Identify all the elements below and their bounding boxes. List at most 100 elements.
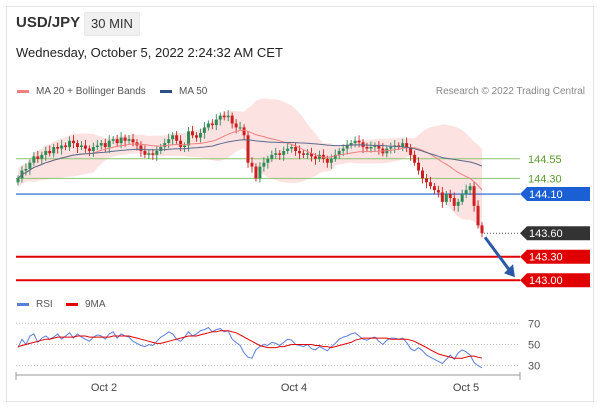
candle-body [190,131,194,136]
pivot-label-box-2 [520,187,590,202]
candle-body [424,178,428,183]
candle-body [250,162,254,167]
candle-body [72,140,76,144]
candle-body [103,143,107,148]
candle-body [309,153,313,157]
x-tick-label-0: Oct 2 [91,382,117,394]
candle-body [294,147,298,151]
rsi-tick-label-1: 50 [528,339,540,351]
candle-body [167,139,171,144]
candle-body [60,145,64,149]
candle-body [282,150,286,155]
support-label-4: 143.30 [529,252,563,264]
candle-body [298,150,302,154]
timeframe-badge[interactable]: 30 MIN [84,12,140,36]
candle-body [349,143,353,146]
candle-body [325,158,329,163]
candle-body [317,154,321,159]
last-label-box-3 [520,226,590,241]
candle-body [48,150,52,154]
candle-body [64,145,68,148]
candle-body [472,186,476,206]
legend-ma20-bollinger: MA 20 + Bollinger Bands [17,86,146,97]
legend-9ma-label: 9MA [85,299,106,310]
candle-body [123,137,127,141]
legend-rsi: RSI [17,299,53,310]
support-label-5: 143.00 [529,275,563,287]
candle-body [369,147,373,149]
candle-body [127,139,131,141]
candle-body [238,127,242,129]
candle-body [302,153,306,155]
candle-body [313,156,317,159]
candle-body [417,162,421,171]
candle-body [341,148,345,151]
candle-body [234,123,238,128]
candle-body [107,140,111,148]
candle-body [401,143,405,148]
candle-body [68,140,72,148]
candle-body [183,145,187,148]
candle-body [329,158,333,163]
candle-body [476,205,480,226]
candle-body [448,194,452,198]
research-credit: Research © 2022 Trading Central [435,86,585,97]
candle-body [179,140,183,148]
candle-body [163,143,167,148]
candle-body [24,168,28,171]
candle-body [337,150,341,155]
candle-body [202,127,206,133]
candle-body [373,145,377,148]
candle-body [155,150,159,155]
candle-body [56,147,60,149]
rsi-swatch [17,303,29,306]
candle-body [111,139,115,141]
candle-body [278,153,282,155]
candle-body [432,186,436,191]
candle-body [286,148,290,151]
candle-body [187,131,191,146]
resistance-label-1: 144.30 [528,173,562,185]
candle-body [171,135,175,140]
legend-ma50-label: MA 50 [179,86,208,97]
candle-body [377,145,381,149]
candle-body [258,166,262,179]
candle-body [206,123,210,128]
ma50-line [17,139,483,179]
candle-body [460,194,464,202]
candle-body [409,147,413,155]
candle-body [28,162,32,169]
ma20-swatch [17,90,29,93]
support-label-box-4 [520,249,590,264]
support-label-box-5 [520,273,590,288]
candle-body [159,147,163,151]
candle-body [262,162,266,167]
symbol-title: USD/JPY [16,14,81,31]
timestamp: Wednesday, October 5, 2022 2:24:32 AM CE… [16,45,283,60]
candle-body [266,158,270,163]
candle-body [365,147,369,149]
candle-body [270,154,274,159]
legend-9ma: 9MA [66,299,106,310]
candle-body [147,153,151,155]
rsi-line [17,326,483,369]
candle-body [83,145,87,149]
candle-body [210,123,214,126]
candle-body [143,150,147,155]
candle-body [254,166,258,179]
forecast-arrow-head [504,264,515,278]
candle-body [290,147,294,149]
rsi-tick-label-0: 70 [528,318,540,330]
candle-body [44,150,48,155]
candle-body [87,148,91,151]
candle-body [468,186,472,191]
candle-body [91,147,95,151]
candle-body [40,154,44,159]
candle-body [306,153,310,155]
candle-body [198,132,202,138]
candle-body [115,139,119,144]
candle-body [214,119,218,126]
candle-body [464,190,468,195]
candle-body [405,143,409,148]
bollinger-band-fill [18,98,482,232]
